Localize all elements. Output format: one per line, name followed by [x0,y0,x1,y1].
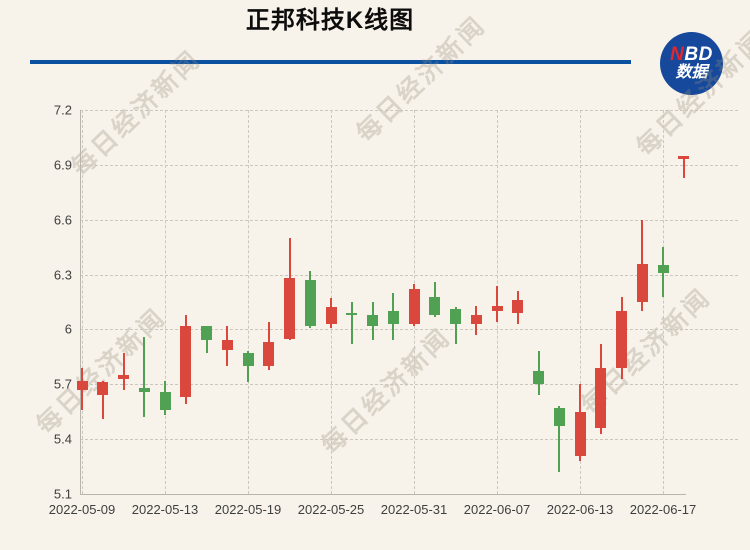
x-axis-tick-label: 2022-05-19 [214,502,282,517]
candle-body [636,263,648,302]
candle-body [118,375,129,379]
candle-body [553,408,565,427]
gridline-horizontal [80,274,738,276]
candle-wick [101,380,104,420]
nbd-data-logo: NBD 数据 [660,32,723,95]
gridline-vertical [580,110,581,494]
logo-letters-bd: BD [684,44,713,66]
page-title: 正邦科技K线图 [245,7,415,34]
logo-letter-n: N [670,44,685,66]
candle-body [408,289,420,324]
candle-body [159,391,171,410]
logo-text-nbd: NBD [670,45,713,65]
y-axis-tick-label: 5.7 [53,376,72,392]
gridline-vertical [82,110,83,494]
gridline-horizontal [80,384,738,386]
x-axis-line [80,494,686,495]
y-axis-tick-label: 5.1 [53,486,72,502]
candle-body [201,325,212,341]
y-axis-tick-label: 5.4 [53,431,72,447]
y-axis-tick-label: 6.3 [53,267,72,283]
x-axis-tick-label: 2022-05-13 [131,502,199,517]
candle-body [450,309,461,324]
diagonal-watermark-text: 每日经济新闻 [31,303,172,440]
candle-body [97,382,109,396]
candle-body [429,296,441,315]
candle-body [263,342,275,366]
candle-wick [143,336,146,418]
candle-body [304,280,316,326]
candle-wick [454,307,457,345]
gridline-vertical [165,110,166,494]
candle-body [76,380,88,390]
candle-body [595,367,607,429]
candle-body [574,411,586,456]
candle-body [221,340,233,350]
candle-body [242,353,254,366]
x-axis-tick-label: 2022-06-07 [463,502,531,517]
candle-body [678,155,690,160]
y-axis-tick-label: 6 [64,321,72,337]
candle-body [616,311,627,368]
candle-body [367,314,378,326]
candle-body [387,311,399,324]
candle-body [284,278,295,339]
candle-body [512,300,524,313]
gridline-horizontal [80,219,738,221]
candle-wick [496,285,498,323]
gridline-horizontal [80,164,738,166]
y-axis-tick-label: 6.6 [53,212,72,228]
x-axis-tick-label: 2022-06-17 [629,502,697,517]
gridline-vertical [248,110,249,494]
candle-wick [558,406,561,473]
candle-wick [350,302,353,345]
gridline-horizontal [80,110,738,111]
candle-body [346,312,358,315]
y-axis-tick-label: 7.2 [53,102,72,118]
x-axis-tick-label: 2022-06-13 [546,502,614,517]
x-axis-tick-label: 2022-05-31 [380,502,448,517]
candle-body [533,371,544,385]
gridline-horizontal [80,439,738,441]
candle-body [325,307,337,324]
candle-wick [682,155,685,178]
candle-body [138,387,150,392]
candle-wick [247,351,249,383]
candle-body [470,314,482,324]
candle-body [180,325,192,398]
candle-body [491,305,503,312]
candle-wick [122,353,125,390]
x-axis-tick-label: 2022-05-09 [48,502,116,517]
title-divider-line [30,60,631,64]
x-axis-tick-label: 2022-05-25 [297,502,365,517]
gridline-horizontal [80,329,738,331]
y-axis-line [80,110,81,494]
y-axis-tick-label: 6.9 [53,157,72,173]
candle-body [657,265,669,273]
gridline-vertical [663,110,664,494]
logo-text-shuju: 数据 [675,64,708,82]
